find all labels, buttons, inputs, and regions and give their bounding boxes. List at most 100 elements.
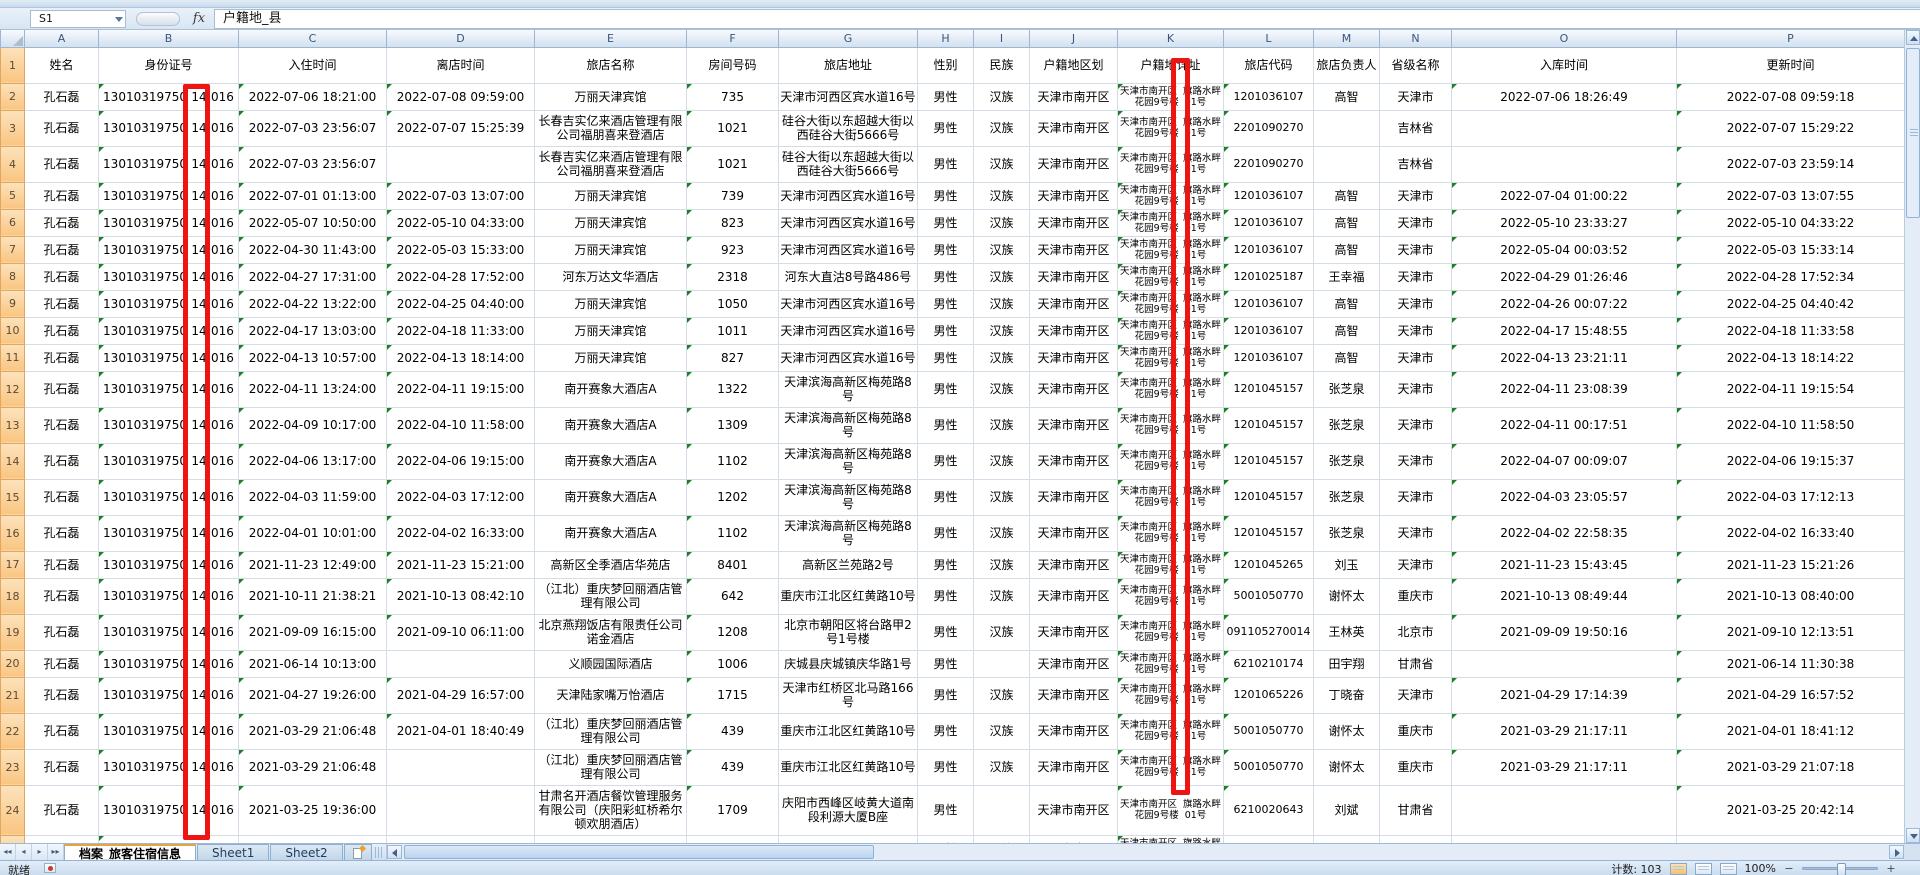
- cell-province[interactable]: 天津市: [1379, 343, 1452, 372]
- column-header-K[interactable]: K: [1117, 30, 1224, 48]
- cell-checkin-time[interactable]: 2021-03-25 19:36:00: [238, 784, 387, 836]
- cell-region[interactable]: 天津市南开区: [1029, 784, 1118, 836]
- cell-hotel-manager[interactable]: 高智: [1313, 82, 1380, 111]
- cell-hotel-manager[interactable]: 高智: [1313, 181, 1380, 210]
- cell-guest-name[interactable]: 孔石磊: [24, 550, 99, 579]
- cell-ethnicity[interactable]: 汉族: [973, 82, 1030, 111]
- cell-updated-time[interactable]: 2022-04-10 11:58:50: [1676, 406, 1904, 444]
- cell-hotel-name[interactable]: 南开赛象大酒店A: [534, 514, 687, 552]
- cell-checkout-time[interactable]: 2022-04-06 19:15:00: [386, 442, 535, 480]
- cell-hotel-address[interactable]: 重庆市江北区红黄路10号: [778, 712, 918, 750]
- cell-hotel-code[interactable]: 5001050770: [1223, 712, 1314, 750]
- cell-hotel-address[interactable]: 天津市河西区宾水道16号: [778, 316, 918, 345]
- cell-checkin-time[interactable]: 2022-07-06 18:21:00: [238, 82, 387, 111]
- cell-hotel-manager[interactable]: 王幸福: [1313, 262, 1380, 291]
- row-number[interactable]: 17: [0, 550, 25, 579]
- cell-checkin-time[interactable]: 2021-11-23 12:49:00: [238, 550, 387, 579]
- header-cell[interactable]: 更新时间: [1676, 46, 1904, 84]
- cell-gender[interactable]: 男性: [917, 145, 974, 183]
- cell-province[interactable]: 天津市: [1379, 208, 1452, 237]
- cell-updated-time[interactable]: 2022-04-02 16:33:40: [1676, 514, 1904, 552]
- row-number[interactable]: 15: [0, 478, 25, 516]
- cell-hotel-name[interactable]: 南开赛象大酒店A: [534, 406, 687, 444]
- cell-hotel-name[interactable]: 高新区全季酒店华苑店: [534, 550, 687, 579]
- cell-room-number[interactable]: 1709: [686, 784, 779, 836]
- cell-ethnicity[interactable]: 汉族: [973, 406, 1030, 444]
- cell-checkin-time[interactable]: 2021-10-11 21:38:21: [238, 577, 387, 615]
- cell-checkin-time[interactable]: 2022-04-30 11:43:00: [238, 235, 387, 264]
- cell-checkin-time[interactable]: 2022-07-03 23:56:07: [238, 109, 387, 147]
- cell-region[interactable]: 天津市南开区: [1029, 748, 1118, 786]
- cell-hotel-address[interactable]: 北京市朝阳区将台路甲2号1号楼: [778, 613, 918, 651]
- cell-region[interactable]: 天津市南开区: [1029, 370, 1118, 408]
- cell-checkin-time[interactable]: 2022-04-11 13:24:00: [238, 370, 387, 408]
- cell-hotel-name[interactable]: [534, 834, 687, 843]
- cell-checkout-time[interactable]: 2022-04-11 19:15:00: [386, 370, 535, 408]
- cell-hotel-manager[interactable]: 张芝泉: [1313, 514, 1380, 552]
- cell-hotel-address[interactable]: 天津滨海高新区梅苑路8号: [778, 442, 918, 480]
- row-number[interactable]: 13: [0, 406, 25, 444]
- cell-updated-time[interactable]: 2022-07-08 09:59:18: [1676, 82, 1904, 111]
- cell-hotel-manager[interactable]: [1313, 834, 1380, 843]
- row-number[interactable]: 9: [0, 289, 25, 318]
- cell-checkout-time[interactable]: [386, 784, 535, 836]
- cell-region[interactable]: 天津市南开区: [1029, 649, 1118, 678]
- cell-hotel-name[interactable]: 北京燕翔饭店有限责任公司诺金酒店: [534, 613, 687, 651]
- cell-updated-time[interactable]: 2022-04-18 11:33:58: [1676, 316, 1904, 345]
- cell-province[interactable]: 天津市: [1379, 550, 1452, 579]
- cell-ethnicity[interactable]: 汉族: [973, 442, 1030, 480]
- cell-hotel-code[interactable]: 1201036107: [1223, 235, 1314, 264]
- cell-checkout-time[interactable]: 2022-05-03 15:33:00: [386, 235, 535, 264]
- cell-province[interactable]: 天津市: [1379, 316, 1452, 345]
- cell-ethnicity[interactable]: 汉族: [973, 109, 1030, 147]
- cell-gender[interactable]: 男性: [917, 370, 974, 408]
- cell-province[interactable]: 天津市: [1379, 82, 1452, 111]
- select-all-button[interactable]: [0, 30, 25, 48]
- row-number[interactable]: 5: [0, 181, 25, 210]
- cell-ethnicity[interactable]: 汉族: [973, 748, 1030, 786]
- zoom-in-button[interactable]: +: [1886, 862, 1896, 875]
- cell-hotel-name[interactable]: 长春吉实亿来酒店管理有限公司福朋喜来登酒店: [534, 145, 687, 183]
- first-sheet-button[interactable]: ◂◂: [0, 844, 16, 861]
- cell-hotel-code[interactable]: 5001050770: [1223, 748, 1314, 786]
- cell-gender[interactable]: 男性: [917, 208, 974, 237]
- normal-view-button[interactable]: [1669, 862, 1687, 875]
- cell-region[interactable]: 天津市南开区: [1029, 181, 1118, 210]
- cell-gender[interactable]: 男性: [917, 181, 974, 210]
- cell-checkout-time[interactable]: [386, 649, 535, 678]
- cell-updated-time[interactable]: 2021-04-01 18:41:12: [1676, 712, 1904, 750]
- cell-room-number[interactable]: 1208: [686, 613, 779, 651]
- cell-updated-time[interactable]: 2022-04-25 04:40:42: [1676, 289, 1904, 318]
- column-header-C[interactable]: C: [238, 30, 387, 48]
- cell-stored-time[interactable]: [1451, 784, 1677, 836]
- cell-hotel-manager[interactable]: 丁晓奋: [1313, 676, 1380, 714]
- cell-room-number[interactable]: 1021: [686, 109, 779, 147]
- cell-checkout-time[interactable]: 2022-05-10 04:33:00: [386, 208, 535, 237]
- cell-updated-time[interactable]: 2022-04-03 17:12:13: [1676, 478, 1904, 516]
- row-number[interactable]: 22: [0, 712, 25, 750]
- cell-hotel-code[interactable]: 1201045265: [1223, 550, 1314, 579]
- row-number[interactable]: 1: [0, 46, 25, 84]
- cell-updated-time[interactable]: 2022-07-07 15:29:22: [1676, 109, 1904, 147]
- cell-hotel-address[interactable]: 高新区兰苑路2号: [778, 550, 918, 579]
- cell-gender[interactable]: 男性: [917, 577, 974, 615]
- cell-guest-name[interactable]: 孔石磊: [24, 676, 99, 714]
- vertical-scrollbar[interactable]: [1904, 30, 1920, 843]
- cell-ethnicity[interactable]: 汉族: [973, 262, 1030, 291]
- zoom-slider[interactable]: [1802, 863, 1878, 875]
- cell-province[interactable]: 甘肃省: [1379, 649, 1452, 678]
- cell-hotel-address[interactable]: 庆城县庆城镇庆华路1号: [778, 649, 918, 678]
- cell-hotel-code[interactable]: 1201065226: [1223, 676, 1314, 714]
- cell-stored-time[interactable]: 2022-04-11 00:17:51: [1451, 406, 1677, 444]
- cell-province[interactable]: 吉林省: [1379, 145, 1452, 183]
- row-number[interactable]: 23: [0, 748, 25, 786]
- row-number[interactable]: 3: [0, 109, 25, 147]
- cell-hotel-code[interactable]: 1201045157: [1223, 442, 1314, 480]
- cell-stored-time[interactable]: [1451, 109, 1677, 147]
- cell-hotel-manager[interactable]: 张芝泉: [1313, 370, 1380, 408]
